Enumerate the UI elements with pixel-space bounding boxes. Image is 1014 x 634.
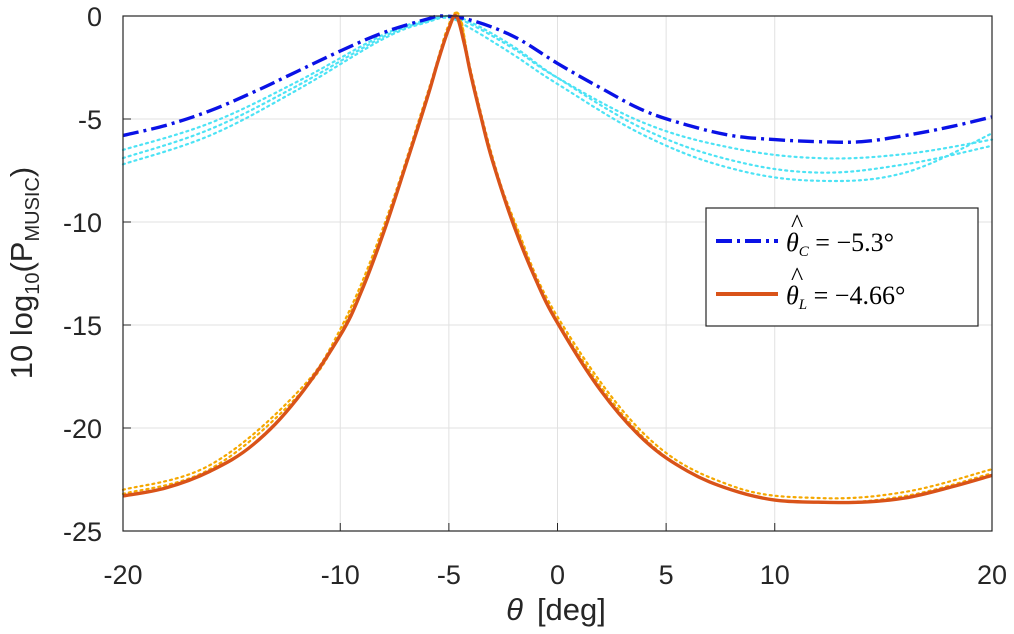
y-axis-label-psub: MUSIC [22, 177, 44, 241]
legend-label-theta-c: θC = −5.3° [786, 228, 894, 260]
series-curve-1 [122, 13, 993, 505]
x-tick-label: -20 [103, 560, 142, 590]
x-tick-label: 5 [659, 560, 674, 590]
y-tick-label: -5 [78, 105, 102, 135]
estimate-curves [122, 13, 993, 505]
realization-curve-0-2 [121, 16, 994, 183]
x-tick-labels: -20 -10 -5 0 5 10 20 [103, 523, 1007, 590]
y-tick-label: -15 [63, 311, 102, 341]
series-curve-0 [122, 14, 993, 144]
legend-theta-c-sub: C [799, 244, 810, 260]
y-axis-label-sub: 10 [22, 273, 44, 295]
x-tick-label: 20 [977, 560, 1007, 590]
legend-hat-icon: ^ [791, 209, 803, 238]
legend-theta-c-value: = −5.3° [809, 228, 894, 257]
legend-theta-l-value: = −4.66° [807, 281, 905, 310]
legend-theta-l-symbol: θ [786, 281, 799, 310]
realization-curve-0-1 [121, 14, 994, 174]
legend-label-theta-l: θL = −4.66° [786, 281, 905, 313]
x-tick-label: -10 [321, 560, 360, 590]
y-tick-label: -25 [63, 517, 102, 547]
y-tick-label: -10 [63, 208, 102, 238]
y-axis-label-paren: (P [4, 242, 39, 273]
x-axis-unit: [deg] [537, 592, 606, 627]
legend: θC = −5.3° ^ θL = −4.66° ^ [705, 207, 979, 327]
y-tick-label: -20 [63, 414, 102, 444]
y-axis-label-main: 10 log [4, 295, 39, 379]
y-tick-label: 0 [87, 2, 102, 32]
legend-hat-icon: ^ [791, 262, 803, 291]
legend-theta-c-symbol: θ [786, 228, 799, 257]
realization-curve-0-0 [121, 15, 994, 160]
y-axis-label: 10 log10(PMUSIC) [4, 167, 44, 380]
y-tick-labels: 0 -5 -10 -15 -20 -25 [63, 2, 131, 547]
x-tick-label: 10 [760, 560, 790, 590]
x-tick-label: -5 [437, 560, 461, 590]
y-axis-label-close: ) [4, 167, 39, 177]
x-axis-label: θ [deg] [506, 592, 606, 627]
legend-box [705, 207, 979, 327]
x-axis-symbol: θ [506, 592, 523, 627]
legend-theta-l-sub: L [798, 297, 807, 313]
x-tick-label: 0 [550, 560, 565, 590]
